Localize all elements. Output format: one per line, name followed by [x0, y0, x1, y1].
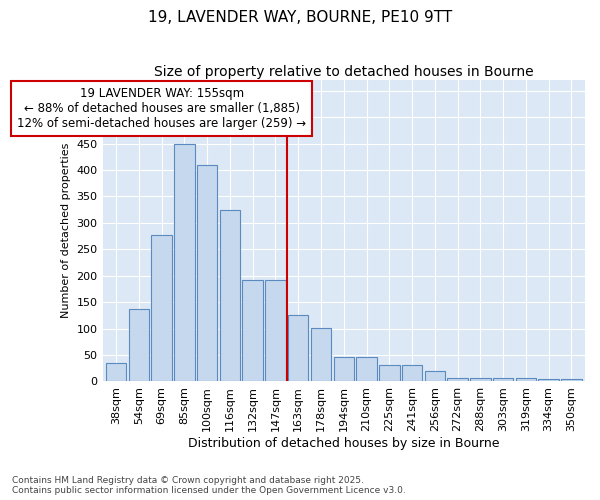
Y-axis label: Number of detached properties: Number of detached properties	[61, 143, 71, 318]
Bar	[265, 280, 286, 382]
Bar	[311, 328, 331, 382]
Bar	[425, 371, 445, 382]
Bar	[538, 379, 559, 382]
Bar	[334, 357, 354, 382]
X-axis label: Distribution of detached houses by size in Bourne: Distribution of detached houses by size …	[188, 437, 500, 450]
Text: 19 LAVENDER WAY: 155sqm
← 88% of detached houses are smaller (1,885)
12% of semi: 19 LAVENDER WAY: 155sqm ← 88% of detache…	[17, 87, 306, 130]
Bar	[379, 364, 400, 382]
Bar	[470, 378, 491, 382]
Text: 19, LAVENDER WAY, BOURNE, PE10 9TT: 19, LAVENDER WAY, BOURNE, PE10 9TT	[148, 10, 452, 25]
Bar	[356, 357, 377, 382]
Bar	[106, 363, 127, 382]
Bar	[129, 309, 149, 382]
Bar	[242, 280, 263, 382]
Bar	[174, 144, 195, 382]
Bar	[151, 235, 172, 382]
Bar	[402, 364, 422, 382]
Bar	[220, 210, 240, 382]
Bar	[561, 379, 581, 382]
Bar	[288, 316, 308, 382]
Bar	[197, 164, 217, 382]
Title: Size of property relative to detached houses in Bourne: Size of property relative to detached ho…	[154, 65, 533, 79]
Text: Contains HM Land Registry data © Crown copyright and database right 2025.
Contai: Contains HM Land Registry data © Crown c…	[12, 476, 406, 495]
Bar	[493, 378, 514, 382]
Bar	[448, 378, 468, 382]
Bar	[515, 378, 536, 382]
